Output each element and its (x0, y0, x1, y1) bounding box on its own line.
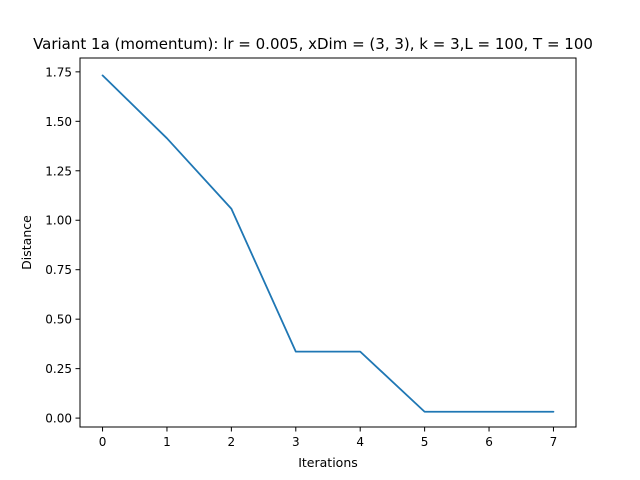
series-group (101, 74, 555, 413)
x-tick-label: 6 (485, 435, 493, 449)
x-tick-label: 7 (550, 435, 558, 449)
y-tick-label: 1.50 (45, 115, 72, 129)
y-tick-label: 0.00 (45, 412, 72, 426)
x-axis-ticks: 0 1 2 3 4 5 6 7 (99, 427, 558, 449)
y-tick-label: 1.25 (45, 164, 72, 178)
plot-frame (79, 57, 577, 428)
y-axis-ticks: 0.00 0.25 0.50 0.75 1.00 1.25 1.50 1.75 (45, 65, 80, 426)
x-tick-label: 3 (292, 435, 300, 449)
y-tick-label: 0.25 (45, 362, 72, 376)
y-tick-label: 1.75 (45, 65, 72, 79)
x-tick-label: 4 (356, 435, 364, 449)
x-tick-label: 2 (228, 435, 236, 449)
y-tick-label: 1.00 (45, 214, 72, 228)
chart-title: Variant 1a (momentum): lr = 0.005, xDim … (33, 35, 593, 53)
x-tick-label: 1 (163, 435, 171, 449)
y-tick-label: 0.50 (45, 313, 72, 327)
y-tick-label: 0.75 (45, 263, 72, 277)
y-axis-label: Distance (19, 215, 34, 270)
x-tick-label: 0 (99, 435, 107, 449)
x-axis-label: Iterations (298, 455, 358, 470)
x-tick-label: 5 (421, 435, 429, 449)
series-line (101, 74, 555, 413)
